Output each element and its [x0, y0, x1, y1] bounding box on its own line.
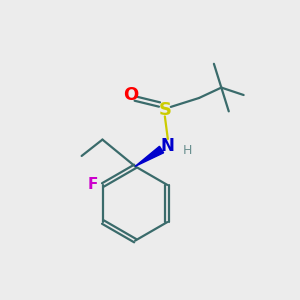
Polygon shape [135, 146, 164, 166]
Text: S: S [158, 101, 171, 119]
Text: O: O [123, 86, 138, 104]
Text: N: N [161, 136, 175, 154]
Text: F: F [87, 177, 98, 192]
Text: H: H [183, 143, 192, 157]
